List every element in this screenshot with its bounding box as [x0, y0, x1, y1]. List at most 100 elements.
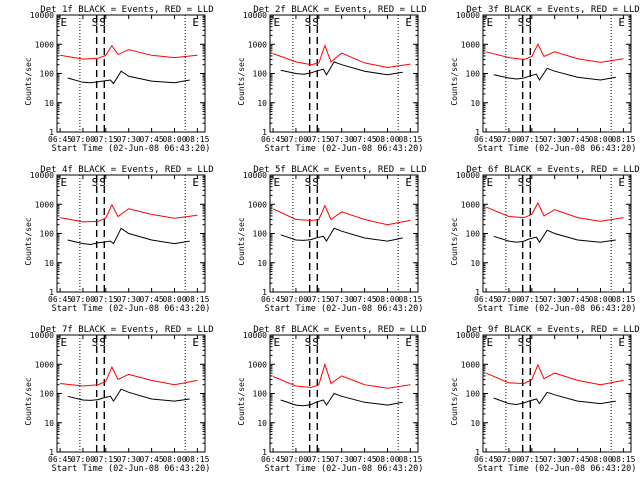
marker-label: S [92, 176, 99, 189]
x-tick-label: 08:15 [398, 455, 422, 464]
x-tick-label: 06:45 [261, 295, 285, 304]
x-tick-label: 07:00 [284, 135, 308, 144]
y-tick-label: 10000 [243, 171, 267, 180]
x-tick-label: 08:15 [185, 455, 209, 464]
y-tick-label: 10000 [243, 331, 267, 340]
plot-panel-1: Det 1f BLACK = Events, RED = LLD 1 10 100 10… [24, 5, 214, 154]
marker-label: E [487, 16, 494, 29]
plot-panel-4: Det 4f BLACK = Events, RED = LLD 1 10 100 10… [24, 165, 214, 314]
lld-series-line [272, 362, 411, 389]
marker-label: E [618, 16, 625, 29]
marker-label: E [274, 336, 281, 349]
y-tick-label: 1 [262, 128, 267, 137]
y-axis-label: Counts/sec [24, 57, 33, 105]
marker-label: E [618, 336, 625, 349]
marker-label: E [487, 336, 494, 349]
marker-label: S [99, 336, 106, 349]
y-axis-label: Counts/sec [450, 217, 459, 265]
y-tick-label: 100 [466, 390, 481, 399]
y-axis-label: Counts/sec [237, 377, 246, 425]
x-tick-label: 08:00 [162, 295, 186, 304]
x-tick-label: 06:45 [261, 135, 285, 144]
x-axis-label: Start Time (02-Jun-08 06:43:20) [265, 304, 424, 314]
x-tick-label: 08:15 [398, 295, 422, 304]
y-tick-label: 1 [49, 128, 54, 137]
lld-series-line [272, 44, 411, 69]
y-tick-label: 1 [49, 448, 54, 457]
x-tick-label: 08:00 [588, 455, 612, 464]
marker-label: S [312, 16, 319, 29]
y-tick-label: 10 [44, 259, 54, 268]
marker-label: S [305, 176, 312, 189]
y-tick-label: 1000 [35, 360, 54, 369]
plot-title: Det 6f BLACK = Events, RED = LLD [466, 165, 639, 175]
x-axis-label: Start Time (02-Jun-08 06:43:20) [478, 304, 637, 314]
x-tick-label: 06:45 [474, 135, 498, 144]
x-tick-label: 07:00 [71, 455, 95, 464]
plot-frame [269, 334, 419, 453]
marker-label: S [92, 336, 99, 349]
lld-series-line [272, 204, 411, 226]
x-tick-label: 07:45 [140, 295, 164, 304]
x-tick-label: 07:45 [353, 295, 377, 304]
marker-label: S [312, 336, 319, 349]
plot-frame [482, 174, 632, 293]
x-tick-label: 07:00 [497, 455, 521, 464]
plot-title: Det 8f BLACK = Events, RED = LLD [253, 325, 426, 335]
marker-label: S [525, 336, 532, 349]
x-tick-label: 08:00 [162, 455, 186, 464]
y-tick-label: 1000 [35, 40, 54, 49]
y-tick-label: 10000 [456, 331, 480, 340]
marker-label: E [405, 176, 412, 189]
plot-frame [482, 14, 632, 133]
events-series-line [493, 67, 616, 81]
x-tick-label: 07:30 [543, 135, 567, 144]
marker-label: S [518, 336, 525, 349]
marker-label: S [518, 176, 525, 189]
x-tick-label: 07:15 [94, 135, 118, 144]
y-tick-label: 100 [253, 70, 268, 79]
marker-label: S [518, 16, 525, 29]
x-tick-label: 07:30 [330, 135, 354, 144]
x-tick-label: 08:00 [588, 295, 612, 304]
x-tick-label: 07:00 [284, 455, 308, 464]
x-tick-label: 06:45 [48, 455, 72, 464]
x-tick-label: 07:15 [307, 295, 331, 304]
y-tick-label: 10000 [30, 11, 54, 20]
marker-label: S [99, 176, 106, 189]
marker-label: S [525, 16, 532, 29]
x-tick-label: 07:30 [543, 295, 567, 304]
marker-label: S [525, 176, 532, 189]
plot-frame [269, 174, 419, 293]
lld-series-line [485, 201, 624, 222]
marker-label: S [92, 16, 99, 29]
x-tick-label: 07:30 [117, 295, 141, 304]
x-axis-label: Start Time (02-Jun-08 06:43:20) [265, 464, 424, 474]
x-tick-label: 06:45 [48, 295, 72, 304]
x-axis-label: Start Time (02-Jun-08 06:43:20) [52, 304, 211, 314]
y-tick-label: 100 [40, 230, 55, 239]
x-tick-label: 06:45 [474, 455, 498, 464]
lld-series-line [485, 363, 624, 386]
marker-label: E [618, 176, 625, 189]
events-series-line [493, 391, 616, 406]
x-tick-label: 06:45 [474, 295, 498, 304]
y-axis-label: Counts/sec [24, 377, 33, 425]
marker-label: E [192, 176, 199, 189]
x-tick-label: 07:45 [140, 455, 164, 464]
x-tick-label: 08:00 [588, 135, 612, 144]
y-tick-label: 10000 [30, 171, 54, 180]
plot-frame [482, 334, 632, 453]
y-tick-label: 100 [40, 390, 55, 399]
marker-label: E [405, 336, 412, 349]
y-tick-label: 1000 [461, 200, 480, 209]
plot-title: Det 4f BLACK = Events, RED = LLD [40, 165, 213, 175]
x-tick-label: 07:45 [353, 135, 377, 144]
x-tick-label: 07:15 [307, 455, 331, 464]
x-tick-label: 07:15 [520, 295, 544, 304]
events-series-line [280, 61, 403, 76]
x-tick-label: 08:15 [185, 295, 209, 304]
x-tick-label: 07:30 [117, 135, 141, 144]
x-tick-label: 07:00 [284, 295, 308, 304]
